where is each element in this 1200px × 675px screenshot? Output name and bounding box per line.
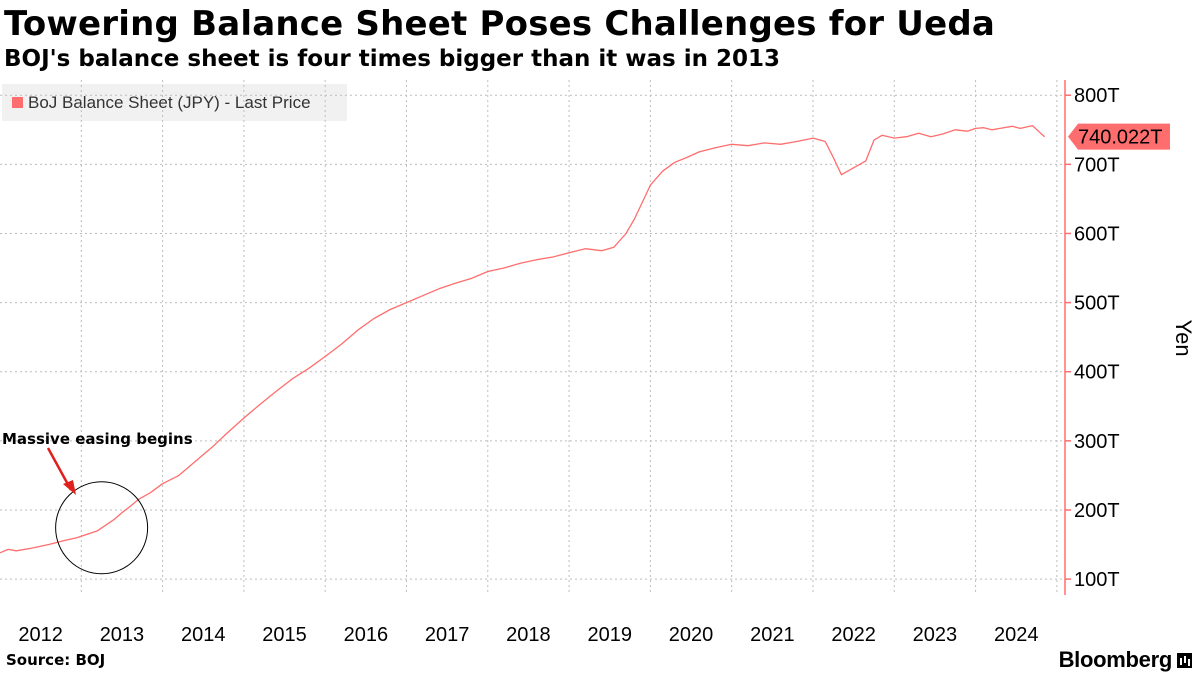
- y-tick-label: 700T: [1074, 154, 1120, 176]
- bloomberg-chart-icon: [1177, 652, 1192, 668]
- last-value-label: 740.022T: [1078, 127, 1163, 149]
- y-tick-label: 500T: [1074, 293, 1120, 315]
- x-tick-label: 2024: [994, 624, 1039, 646]
- legend-label: BoJ Balance Sheet (JPY) - Last Price: [28, 92, 311, 112]
- y-tick-label: 600T: [1074, 223, 1120, 245]
- x-tick-label: 2019: [587, 624, 632, 646]
- last-value-tag: [1068, 123, 1170, 150]
- x-tick-label: 2013: [100, 624, 145, 646]
- y-tick-label: 200T: [1074, 500, 1120, 522]
- x-tick-label: 2021: [750, 624, 795, 646]
- y-axis-title: Yen: [1171, 319, 1196, 356]
- legend-swatch: [12, 97, 23, 108]
- chart-subtitle: BOJ's balance sheet is four times bigger…: [4, 46, 781, 72]
- source-note: Source: BOJ: [6, 651, 106, 669]
- brand-logo: Bloomberg: [1059, 647, 1192, 673]
- x-tick-label: 2014: [181, 624, 226, 646]
- x-tick-label: 2017: [425, 624, 470, 646]
- y-tick-label: 300T: [1074, 431, 1120, 453]
- brand-wordmark: Bloomberg: [1058, 647, 1173, 672]
- x-tick-label: 2012: [18, 624, 63, 646]
- annotation-text: Massive easing begins: [2, 430, 193, 448]
- y-tick-label: 400T: [1074, 362, 1120, 384]
- y-tick-label: 100T: [1074, 569, 1120, 591]
- x-tick-label: 2022: [831, 624, 876, 646]
- series-line-boj-balance-sheet: [0, 124, 1046, 554]
- annotation-circle: [55, 481, 149, 575]
- x-tick-label: 2015: [262, 624, 307, 646]
- y-tick-label: 800T: [1074, 85, 1120, 107]
- x-tick-label: 2016: [344, 624, 389, 646]
- x-tick-label: 2020: [669, 624, 714, 646]
- chart-legend: BoJ Balance Sheet (JPY) - Last Price: [2, 84, 347, 121]
- x-tick-label: 2023: [913, 624, 958, 646]
- x-tick-label: 2018: [506, 624, 551, 646]
- chart-title: Towering Balance Sheet Poses Challenges …: [4, 4, 996, 44]
- annotation-arrow-head: [63, 480, 76, 495]
